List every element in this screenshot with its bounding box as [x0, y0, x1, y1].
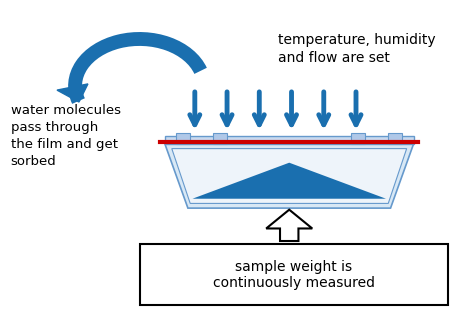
Polygon shape — [266, 210, 312, 241]
Bar — [388, 133, 402, 144]
Polygon shape — [165, 144, 414, 208]
Polygon shape — [192, 163, 386, 199]
Bar — [139, 244, 448, 305]
Bar — [213, 133, 227, 144]
Bar — [165, 136, 414, 144]
Bar — [176, 133, 190, 144]
Polygon shape — [172, 149, 407, 204]
Text: sample weight is
continuously measured: sample weight is continuously measured — [213, 259, 375, 290]
Text: temperature, humidity
and flow are set: temperature, humidity and flow are set — [278, 33, 435, 65]
Polygon shape — [57, 84, 88, 102]
Bar — [351, 133, 365, 144]
Text: water molecules
pass through
the film and get
sorbed: water molecules pass through the film an… — [10, 104, 120, 168]
